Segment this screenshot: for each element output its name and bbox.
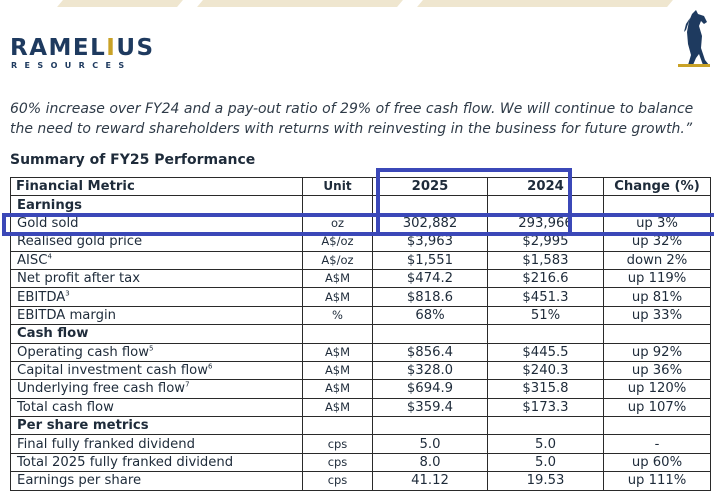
section-label: Earnings [10, 195, 303, 215]
value-2025: $359.4 [372, 397, 488, 418]
footnote-marker: 5 [149, 344, 154, 353]
metric-unit: A$M [302, 287, 373, 307]
metric-unit: A$/oz [302, 250, 373, 270]
logo-wordmark: RAMELIUS [10, 35, 155, 61]
value-2024: $240.3 [487, 360, 604, 381]
value-2025: 68% [372, 305, 488, 326]
table-header-row: Financial Metric Unit 2025 2024 Change (… [10, 176, 711, 197]
value-change: up 120% [603, 379, 711, 399]
value-change: up 60% [603, 452, 711, 473]
section-row-earnings: Earnings [10, 195, 711, 215]
quote-line-2: the need to reward shareholders with ret… [10, 121, 693, 137]
value-2024: 5.0 [487, 452, 604, 473]
metric-unit: A$M [302, 379, 373, 399]
value-2024: $1,583 [487, 250, 604, 270]
table-row-npat: Net profit after tax A$M $474.2 $216.6 u… [10, 268, 711, 289]
metric-name: Underlying free cash flow7 [10, 379, 303, 399]
value-change: up 33% [603, 305, 711, 326]
header-metric: Financial Metric [10, 176, 303, 197]
value-change: up 119% [603, 268, 711, 289]
table-row-total-cash-flow: Total cash flow A$M $359.4 $173.3 up 107… [10, 397, 711, 418]
metric-unit: A$M [302, 360, 373, 381]
table-row-ebitda-margin: EBITDA margin % 68% 51% up 33% [10, 305, 711, 326]
value-2025: 8.0 [372, 452, 488, 473]
section-title: Summary of FY25 Performance [10, 152, 256, 168]
value-change: up 107% [603, 397, 711, 418]
table-row-final-dividend: Final fully franked dividend cps 5.0 5.0… [10, 434, 711, 454]
value-2025: 5.0 [372, 434, 488, 454]
value-change: up 36% [603, 360, 711, 381]
value-2024: 5.0 [487, 434, 604, 454]
footnote-marker: 3 [65, 289, 70, 298]
metric-name: Final fully franked dividend [10, 434, 303, 454]
value-change: up 81% [603, 287, 711, 307]
metric-unit: cps [302, 471, 373, 491]
metric-unit: A$M [302, 268, 373, 289]
metric-name: Total 2025 fully franked dividend [10, 452, 303, 473]
footnote-marker: 6 [208, 362, 213, 371]
value-2024: $451.3 [487, 287, 604, 307]
section-label: Cash flow [10, 324, 303, 344]
metric-name: Total cash flow [10, 397, 303, 418]
table-row-realised-gold-price: Realised gold price A$/oz $3,963 $2,995 … [10, 232, 711, 252]
value-2025: 41.12 [372, 471, 488, 491]
header-change: Change (%) [603, 176, 711, 197]
highlight-gold-sold-row [2, 213, 714, 236]
metric-name: Capital investment cash flow6 [10, 360, 303, 381]
value-2024: $445.5 [487, 342, 604, 362]
company-logo: RAMELIUS RESOURCES [10, 37, 155, 71]
value-2025: $818.6 [372, 287, 488, 307]
table-row-ebitda: EBITDA3 A$M $818.6 $451.3 up 81% [10, 287, 711, 307]
value-2025: $474.2 [372, 268, 488, 289]
value-change: - [603, 434, 711, 454]
metric-unit: % [302, 305, 373, 326]
value-2024: $216.6 [487, 268, 604, 289]
footnote-marker: 4 [47, 252, 52, 261]
metric-unit: A$M [302, 397, 373, 418]
logo-subtitle: RESOURCES [11, 61, 132, 70]
metric-name: Operating cash flow5 [10, 342, 303, 362]
top-decorative-stripe [0, 0, 718, 7]
value-2025: $694.9 [372, 379, 488, 399]
metric-name: AISC4 [10, 250, 303, 270]
value-change: up 111% [603, 471, 711, 491]
value-2024: 51% [487, 305, 604, 326]
section-label: Per share metrics [10, 416, 303, 436]
section-row-per-share: Per share metrics [10, 416, 711, 436]
metric-unit: cps [302, 452, 373, 473]
table-row-total-dividend: Total 2025 fully franked dividend cps 8.… [10, 452, 711, 473]
ceo-quote: 60% increase over FY24 and a pay-out rat… [10, 99, 715, 139]
fy25-summary-table: Financial Metric Unit 2025 2024 Change (… [10, 176, 711, 491]
table-row-capital-investment-cash-flow: Capital investment cash flow6 A$M $328.0… [10, 360, 711, 381]
value-2024: $315.8 [487, 379, 604, 399]
value-2025: $1,551 [372, 250, 488, 270]
metric-name: EBITDA3 [10, 287, 303, 307]
metric-name: Earnings per share [10, 471, 303, 491]
metric-name: EBITDA margin [10, 305, 303, 326]
table-row-aisc: AISC4 A$/oz $1,551 $1,583 down 2% [10, 250, 711, 270]
section-row-cash-flow: Cash flow [10, 324, 711, 344]
table-row-eps: Earnings per share cps 41.12 19.53 up 11… [10, 471, 711, 491]
value-2024: $173.3 [487, 397, 604, 418]
metric-name: Net profit after tax [10, 268, 303, 289]
table-row-underlying-free-cash-flow: Underlying free cash flow7 A$M $694.9 $3… [10, 379, 711, 399]
value-2025: $856.4 [372, 342, 488, 362]
metric-unit: cps [302, 434, 373, 454]
value-2024: 19.53 [487, 471, 604, 491]
value-change: down 2% [603, 250, 711, 270]
value-2025: $328.0 [372, 360, 488, 381]
table-row-operating-cash-flow: Operating cash flow5 A$M $856.4 $445.5 u… [10, 342, 711, 362]
metric-unit: A$M [302, 342, 373, 362]
header-unit: Unit [302, 176, 373, 197]
quote-line-1: 60% increase over FY24 and a pay-out rat… [10, 101, 694, 117]
value-change: up 92% [603, 342, 711, 362]
horse-emblem-icon [678, 10, 710, 67]
footnote-marker: 7 [185, 381, 190, 390]
